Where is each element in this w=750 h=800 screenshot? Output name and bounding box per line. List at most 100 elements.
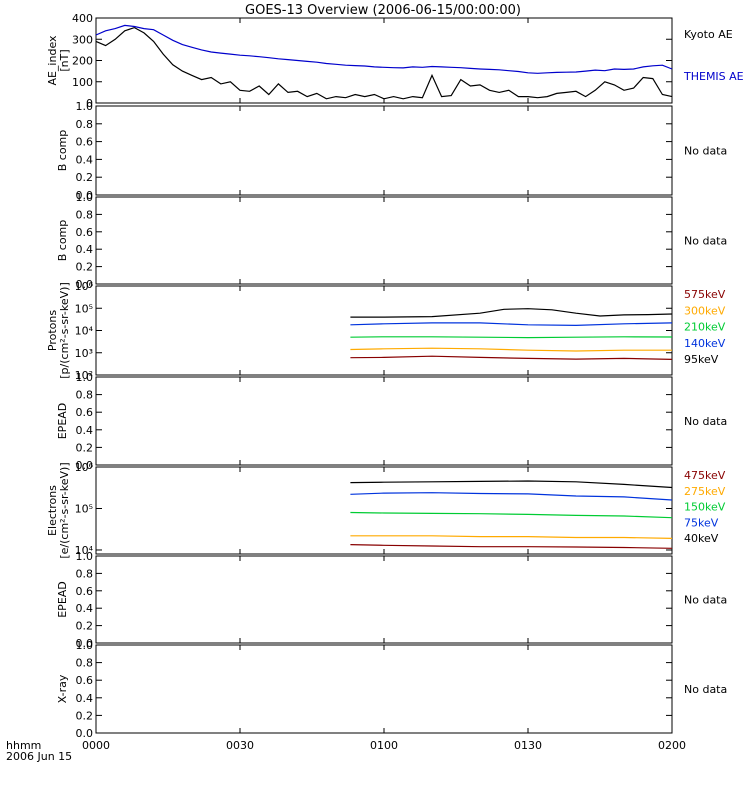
y-axis-label: EPEAD [56,403,69,440]
y-tick-label: 0.4 [76,243,94,256]
legend-label: 95keV [684,353,719,366]
panel-frame [95,105,673,196]
series-line-475kev [350,544,673,549]
series-line-kyoto-ae [95,26,673,100]
y-tick-label: 0.4 [76,153,94,166]
x-tick-label: 0200 [658,739,686,752]
series-line-210kev [350,336,673,339]
y-axis-label: B comp [56,220,69,262]
y-tick-label: 10² [75,369,93,382]
y-tick-label: 0.8 [76,389,94,402]
legend-label: No data [684,594,727,607]
panel-bcomp1: 0.0 0.2 0.4 0.6 0.8 1.0 B comp No data [56,100,727,202]
legend-label: No data [684,415,727,428]
panel-frame [95,285,673,376]
series-line-themis-ae [95,24,673,74]
y-tick-label: 0 [86,97,93,110]
y-tick-label: 400 [72,12,93,25]
y-tick-label: 10⁵ [75,302,93,315]
y-tick-label: 0.2 [76,171,94,184]
chart-title: GOES-13 Overview (2006-06-15/00:00:00) [245,3,521,18]
legend-label: 40keV [684,532,719,545]
y-tick-label: 1.0 [76,371,94,384]
legend-label: THEMIS AE [683,70,744,83]
y-tick-label: 10⁶ [75,280,94,293]
legend-label: 475keV [684,469,726,482]
y-tick-label: 1.0 [76,550,94,563]
y-tick-label: 0.2 [76,709,94,722]
y-axis-label: [e/(cm²-s-sr-keV)] [58,462,71,558]
series-line-575kev [350,355,673,360]
y-tick-label: 0.0 [76,727,94,740]
legend-label: Kyoto AE [684,28,733,41]
y-axis-label: [nT] [58,49,71,71]
y-tick-label: 0.8 [76,657,94,670]
x-tick-label: 0130 [514,739,542,752]
y-tick-label: 0.4 [76,602,94,615]
x-axis: hhmm 2006 Jun 15 0000 0030 0100 0130 0200 [6,739,686,763]
x-tick-label: 0030 [226,739,254,752]
y-tick-label: 10⁵ [75,502,93,515]
y-tick-label: 10⁴ [75,325,94,338]
panel-xray: 0.0 0.2 0.4 0.6 0.8 1.0 X-ray No data [56,639,727,740]
series-line-275kev [350,535,673,539]
y-tick-label: 200 [72,55,93,68]
legend-label: 300keV [684,304,726,317]
legend-label: 275keV [684,485,726,498]
y-tick-label: 0.2 [76,620,94,633]
x-corner-label-hhmm: hhmm [6,739,41,752]
series-line-140kev [350,322,673,327]
series-line-150kev [350,511,673,519]
y-tick-label: 0.0 [76,459,94,472]
y-axis-label: AE_index [46,35,59,86]
x-tick-label: 0000 [82,739,110,752]
y-tick-label: 0.4 [76,692,94,705]
y-tick-label: 0.4 [76,424,94,437]
panel-epead1: 0.0 0.2 0.4 0.6 0.8 1.0 EPEAD No data [56,371,727,472]
legend-label: 575keV [684,288,726,301]
y-axis-label: B comp [56,130,69,172]
y-axis-label: Electrons [46,485,59,536]
y-tick-label: 0.0 [76,189,94,202]
y-tick-label: 0.6 [76,136,94,149]
panel-epead2: 0.0 0.2 0.4 0.6 0.8 1.0 EPEAD No data [56,550,727,650]
series-line-75kev [350,492,673,501]
legend-label: 210keV [684,321,726,334]
y-tick-label: 300 [72,33,93,46]
panel-electrons: 10⁴ 10⁵ 10⁶ Electrons [e/(cm²-s-sr-keV)] 475k… [46,461,726,559]
panel-ae: 0 100 200 300 400 AE_index [nT] Kyoto AE THEMIS … [46,12,744,110]
y-axis-label: EPEAD [56,581,69,618]
legend-label: No data [684,683,727,696]
y-axis-label: X-ray [56,674,69,703]
panel-bcomp2: 0.0 0.2 0.4 0.6 0.8 1.0 B comp No data [56,191,727,291]
legend-label: 75keV [684,516,719,529]
x-corner-label-date: 2006 Jun 15 [6,750,72,763]
y-tick-label: 0.2 [76,261,94,274]
y-tick-label: 0.6 [76,406,94,419]
x-tick-label: 0100 [370,739,398,752]
y-tick-label: 100 [72,76,93,89]
y-axis-label: Protons [46,310,59,351]
y-tick-label: 1.0 [76,100,94,113]
y-tick-label: 0.8 [76,208,94,221]
panel-frame [95,376,673,466]
y-tick-label: 0.0 [76,637,94,650]
y-tick-label: 0.8 [76,567,94,580]
y-tick-label: 0.6 [76,585,94,598]
y-tick-label: 10³ [75,347,93,360]
panel-frame [95,555,673,644]
y-tick-label: 0.6 [76,226,94,239]
y-tick-label: 0.6 [76,674,94,687]
legend-label: No data [684,145,727,158]
panels: 0 100 200 300 400 AE_index [nT] Kyoto AE THEMIS … [46,12,744,740]
y-tick-label: 10⁴ [75,544,94,557]
panel-protons: 10² 10³ 10⁴ 10⁵ 10⁶ Protons [p/(cm²-s-sr-keV)]… [46,280,726,382]
series-line-95kev [350,308,673,318]
y-tick-label: 0.0 [76,278,94,291]
panel-frame [95,466,673,555]
y-tick-label: 1.0 [76,639,94,652]
legend-label: No data [684,235,727,248]
legend-label: 150keV [684,501,726,514]
series-line-300kev [350,347,672,352]
